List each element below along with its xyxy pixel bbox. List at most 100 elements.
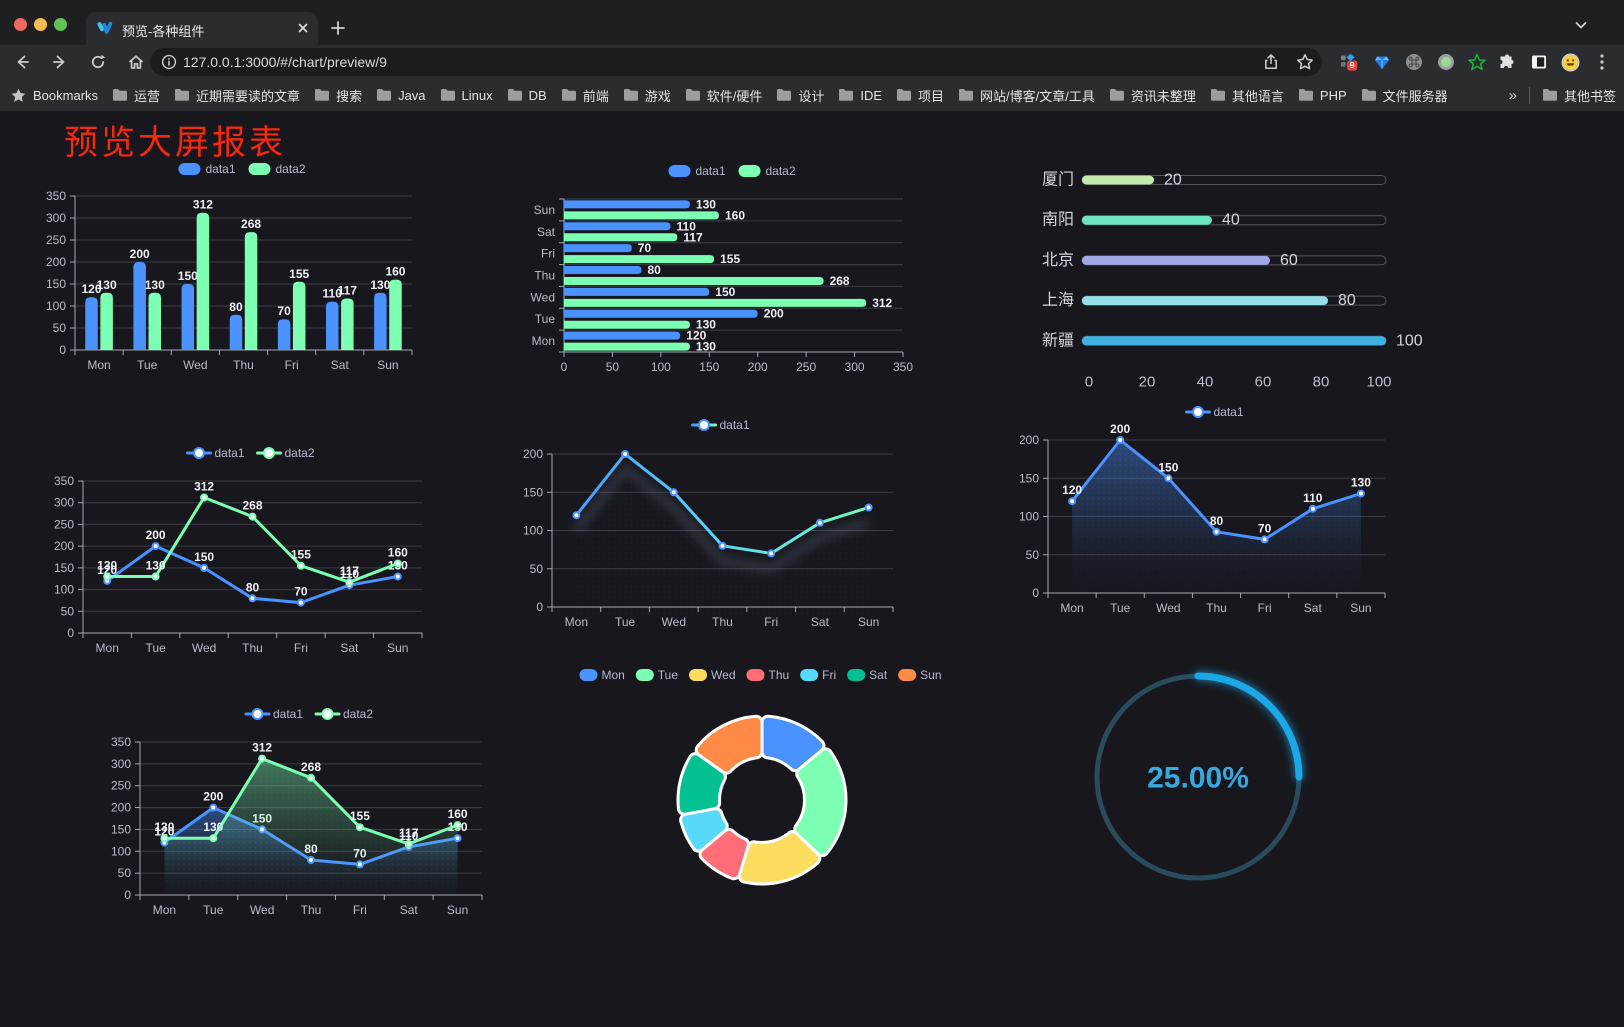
window-zoom-button[interactable]: [53, 18, 67, 31]
bookmark-folder[interactable]: IDE: [838, 88, 882, 103]
svg-text:200: 200: [146, 528, 166, 542]
bookmark-folder[interactable]: 其他语言: [1210, 86, 1284, 105]
bookmark-folder[interactable]: 搜索: [314, 86, 362, 105]
svg-text:Sun: Sun: [447, 903, 468, 917]
extension-gem-icon[interactable]: [1373, 53, 1391, 71]
back-button[interactable]: [13, 53, 31, 71]
new-tab-button[interactable]: [328, 18, 348, 38]
chart-bar-horizontal: 0 50 100 150 200 250 300 350 Mon Tue Wed Thu Fri Sat S…: [520, 153, 950, 383]
bar: [564, 309, 758, 318]
tab-overflow-chevron-icon[interactable]: [1572, 16, 1590, 34]
svg-text:Thu: Thu: [769, 668, 790, 682]
svg-text:data2: data2: [343, 707, 373, 721]
svg-text:0: 0: [59, 343, 66, 357]
svg-text:data2: data2: [285, 446, 315, 460]
legend-item[interactable]: data2: [256, 446, 315, 460]
bookmarks-manager-item[interactable]: Bookmarks: [10, 87, 98, 104]
tab-close-icon[interactable]: [296, 21, 310, 35]
bookmark-folder[interactable]: 文件服务器: [1361, 86, 1448, 105]
extension-colorful-icon[interactable]: 9: [1340, 53, 1358, 71]
bookmark-folder[interactable]: Linux: [440, 88, 493, 103]
plot-area: 0 50 100 150 200 250 300 350 Mon Tue Wed Thu Fri Sat S…: [111, 735, 483, 917]
svg-text:data1: data1: [205, 162, 235, 176]
legend-item[interactable]: data1: [668, 164, 726, 178]
svg-text:155: 155: [350, 809, 370, 823]
bookmark-folder[interactable]: 资讯未整理: [1109, 86, 1196, 105]
svg-text:Sun: Sun: [534, 203, 555, 217]
browser-menu-icon[interactable]: [1593, 52, 1611, 72]
bookmark-folder[interactable]: 运营: [112, 86, 160, 105]
donut-slice[interactable]: [676, 752, 727, 816]
svg-text:250: 250: [796, 360, 816, 374]
bookmark-folder[interactable]: PHP: [1298, 88, 1347, 103]
legend-item[interactable]: data2: [314, 707, 373, 721]
bookmark-folder[interactable]: 游戏: [623, 86, 671, 105]
legend-item[interactable]: data1: [690, 418, 750, 432]
bookmarks-overflow-chevron[interactable]: »: [1508, 86, 1517, 104]
legend-item[interactable]: data1: [185, 446, 245, 460]
address-bar[interactable]: 127.0.0.1:3000/#/chart/preview/9: [150, 48, 1322, 76]
svg-text:Thu: Thu: [233, 358, 254, 372]
share-icon[interactable]: [1262, 53, 1280, 71]
svg-text:Sun: Sun: [387, 641, 408, 655]
plot-area: 0 50 100 150 200 250 300 350 Mon Tue Wed Thu Fri Sat S…: [54, 474, 423, 655]
bookmark-folder[interactable]: 软件/硬件: [685, 86, 762, 105]
legend-item[interactable]: data1: [244, 707, 303, 721]
donut-slice[interactable]: [793, 747, 848, 858]
tab-strip: 预览-各种组件: [0, 0, 1624, 45]
extension-emoji-icon[interactable]: [1561, 53, 1580, 72]
donut-slice[interactable]: [679, 807, 729, 853]
bookmark-folder[interactable]: 设计: [776, 86, 824, 105]
reload-button[interactable]: [89, 53, 107, 71]
site-info-icon[interactable]: [161, 54, 177, 70]
bookmark-folder[interactable]: 近期需要读的文章: [174, 86, 300, 105]
svg-text:150: 150: [699, 360, 719, 374]
svg-text:data1: data1: [273, 707, 303, 721]
bookmark-folder-label: Java: [398, 87, 426, 103]
bookmark-folder[interactable]: 项目: [896, 86, 944, 105]
svg-text:130: 130: [370, 278, 390, 292]
legend-item[interactable]: Sat: [847, 668, 888, 682]
svg-text:200: 200: [46, 255, 66, 269]
svg-text:130: 130: [154, 820, 174, 834]
bookmark-folder[interactable]: 前端: [561, 86, 609, 105]
legend-item[interactable]: data2: [738, 164, 796, 178]
other-bookmarks-folder[interactable]: 其他书签: [1542, 86, 1616, 105]
forward-button[interactable]: [51, 53, 69, 71]
browser-tab[interactable]: 预览-各种组件: [86, 12, 318, 45]
donut-slice[interactable]: [737, 830, 822, 886]
extensions-puzzle-icon[interactable]: [1498, 53, 1516, 71]
bar: [277, 319, 291, 350]
home-button[interactable]: [127, 53, 145, 71]
window-minimize-button[interactable]: [33, 18, 47, 31]
donut-slice[interactable]: [694, 714, 764, 775]
svg-text:130: 130: [696, 197, 716, 211]
legend-item[interactable]: Fri: [800, 668, 836, 682]
bookmark-folder[interactable]: Java: [376, 87, 426, 103]
folder-icon: [623, 89, 638, 101]
legend-item[interactable]: Mon: [579, 668, 625, 682]
window-close-button[interactable]: [13, 18, 27, 31]
bookmark-folder[interactable]: DB: [507, 88, 547, 103]
progress-row: 上海 80: [1042, 291, 1387, 309]
extension-command-icon[interactable]: [1405, 53, 1423, 71]
svg-text:80: 80: [1338, 292, 1356, 309]
legend-item[interactable]: Thu: [746, 668, 790, 682]
legend-item[interactable]: data2: [248, 162, 306, 176]
bookmark-folder[interactable]: 网站/博客/文章/工具: [958, 86, 1095, 105]
legend-item[interactable]: Tue: [635, 668, 679, 682]
svg-text:130: 130: [97, 278, 117, 292]
legend-item[interactable]: data1: [1184, 405, 1244, 419]
bar: [229, 314, 243, 350]
legend-item[interactable]: Sun: [898, 668, 942, 682]
bookmark-star-icon[interactable]: [1296, 53, 1314, 71]
extension-green-star-icon[interactable]: [1468, 53, 1486, 71]
legend-item[interactable]: data1: [178, 162, 236, 176]
svg-text:150: 150: [46, 277, 66, 291]
legend-item[interactable]: Wed: [689, 668, 736, 682]
svg-text:150: 150: [715, 285, 735, 299]
extension-record-icon[interactable]: [1437, 53, 1455, 71]
url-text[interactable]: 127.0.0.1:3000/#/chart/preview/9: [183, 54, 387, 70]
folder-icon: [897, 89, 912, 101]
extension-panel-icon[interactable]: [1530, 53, 1548, 71]
